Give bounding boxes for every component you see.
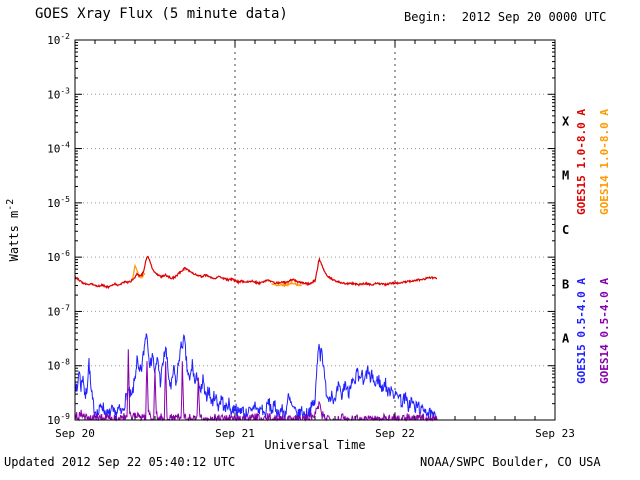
y-axis-label-base: Watts m xyxy=(7,210,21,262)
flare-class-label: C xyxy=(562,223,569,237)
chart-title: GOES Xray Flux (5 minute data) xyxy=(35,6,288,22)
legend-goes14-long: GOES14 1.0-8.0 A xyxy=(598,109,611,215)
updated-timestamp: Updated 2012 Sep 22 05:40:12 UTC xyxy=(4,455,236,469)
series-goes15-long xyxy=(74,255,438,290)
flare-class-label: A xyxy=(562,332,570,346)
credit-label: NOAA/SWPC Boulder, CO USA xyxy=(420,455,601,469)
y-tick-label: 10-2 xyxy=(47,32,70,47)
x-tick-label: Sep 21 xyxy=(215,427,255,440)
begin-timestamp: Begin: 2012 Sep 20 0000 UTC xyxy=(404,10,607,24)
plot-frame xyxy=(74,39,556,421)
x-axis-label: Universal Time xyxy=(264,438,366,452)
y-tick-label: 10-9 xyxy=(47,412,70,427)
legend-goes15-long: GOES15 1.0-8.0 A xyxy=(575,109,588,215)
y-axis-label: Watts m-2 xyxy=(5,160,21,300)
flare-class-label: M xyxy=(562,169,569,183)
legend-goes14-short: GOES14 0.5-4.0 A xyxy=(598,278,611,384)
y-tick-label: 10-4 xyxy=(47,141,70,156)
y-axis-label-exponent: -2 xyxy=(5,198,16,211)
x-tick-label: Sep 22 xyxy=(375,427,415,440)
series-goes14-long xyxy=(271,280,302,288)
legend-goes15-short: GOES15 0.5-4.0 A xyxy=(575,278,588,384)
series-goes14-long xyxy=(130,263,146,282)
y-tick-label: 10-6 xyxy=(47,249,70,264)
y-tick-label: 10-7 xyxy=(47,303,70,318)
y-tick-label: 10-8 xyxy=(47,358,70,373)
y-tick-label: 10-5 xyxy=(47,195,70,210)
y-tick-label: 10-3 xyxy=(47,86,70,101)
x-tick-label: Sep 20 xyxy=(55,427,95,440)
flare-class-label: X xyxy=(562,114,570,128)
flare-class-label: B xyxy=(562,277,569,291)
x-tick-label: Sep 23 xyxy=(535,427,575,440)
series-goes15-short xyxy=(74,333,438,421)
series-goes14-short xyxy=(74,349,438,422)
